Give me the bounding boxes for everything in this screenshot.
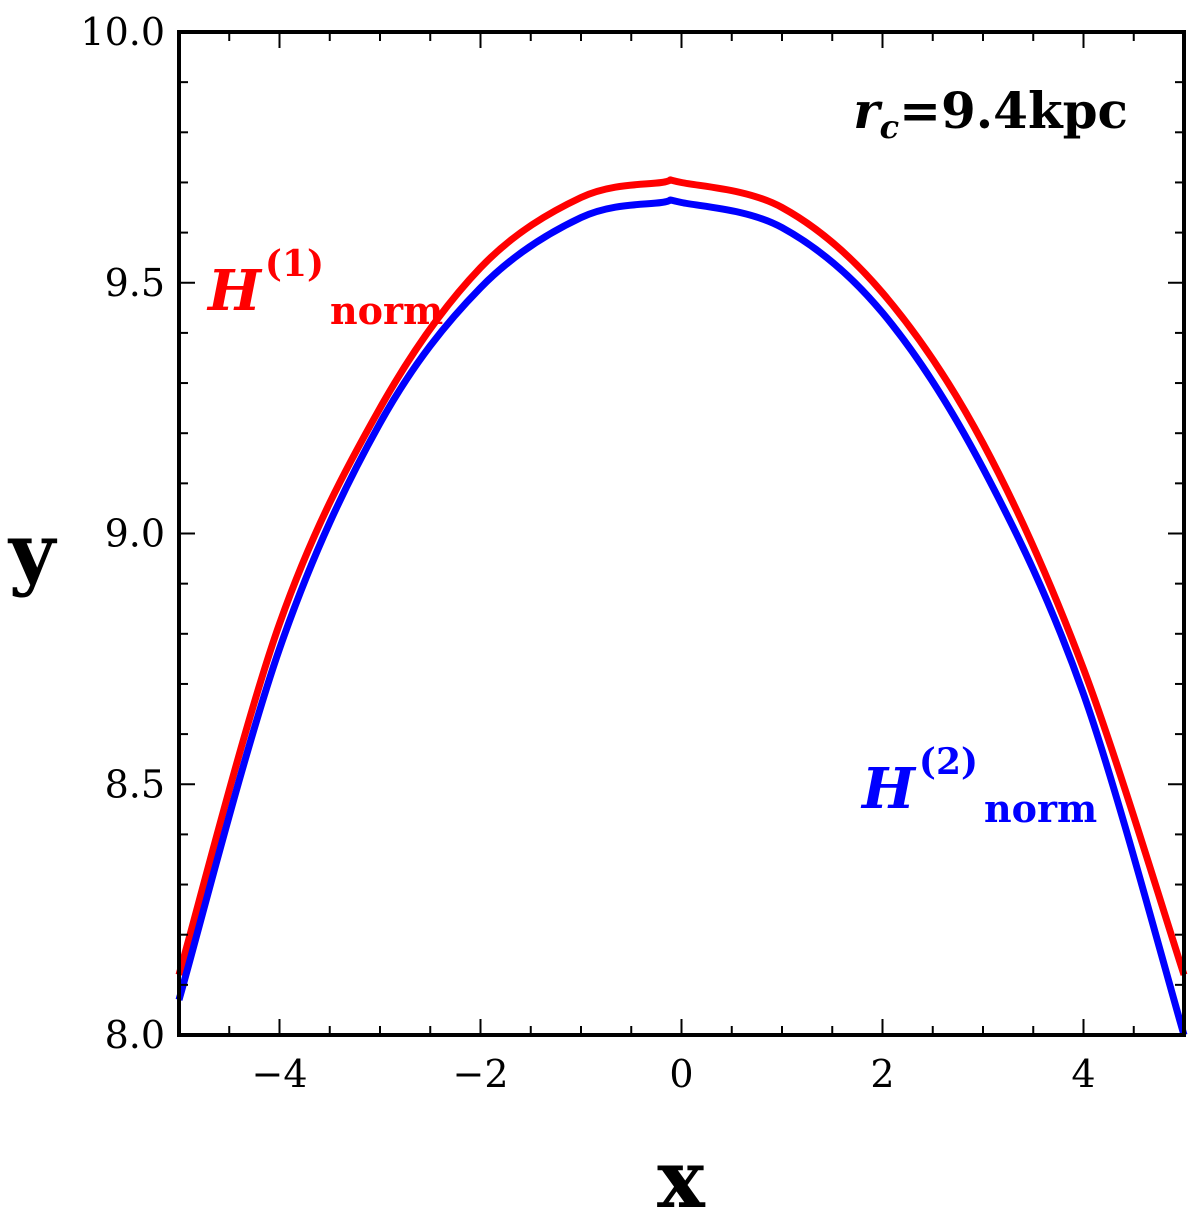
y-tick-label: 9.0 (105, 512, 165, 556)
tick-layer: −4 −2 0 2 4 8.0 8.5 9.0 9.5 10.0 (80, 10, 1185, 1096)
y-tick-label: 8.5 (105, 762, 165, 806)
y-tick-label: 9.5 (105, 261, 165, 305)
series-layer (175, 176, 1188, 1036)
x-axis-title: x (657, 1132, 706, 1222)
x-tick-label: 0 (669, 1052, 693, 1096)
y-axis-title: y (7, 505, 58, 599)
x-tick-label: −4 (251, 1052, 307, 1096)
series-2-line (175, 196, 1188, 1036)
series-2-legend-label: H (2)norm (860, 741, 1097, 831)
series-1-line (175, 176, 1188, 976)
y-tick-label: 8.0 (105, 1013, 165, 1057)
rc-annotation: rc=9.4kpc (853, 81, 1128, 146)
y-tick-label: 10.0 (80, 10, 165, 54)
x-tick-label: −2 (452, 1052, 508, 1096)
x-tick-label: 4 (1071, 1052, 1095, 1096)
series-1-legend-label: H (1)norm (206, 243, 443, 333)
x-tick-label: 2 (870, 1052, 894, 1096)
